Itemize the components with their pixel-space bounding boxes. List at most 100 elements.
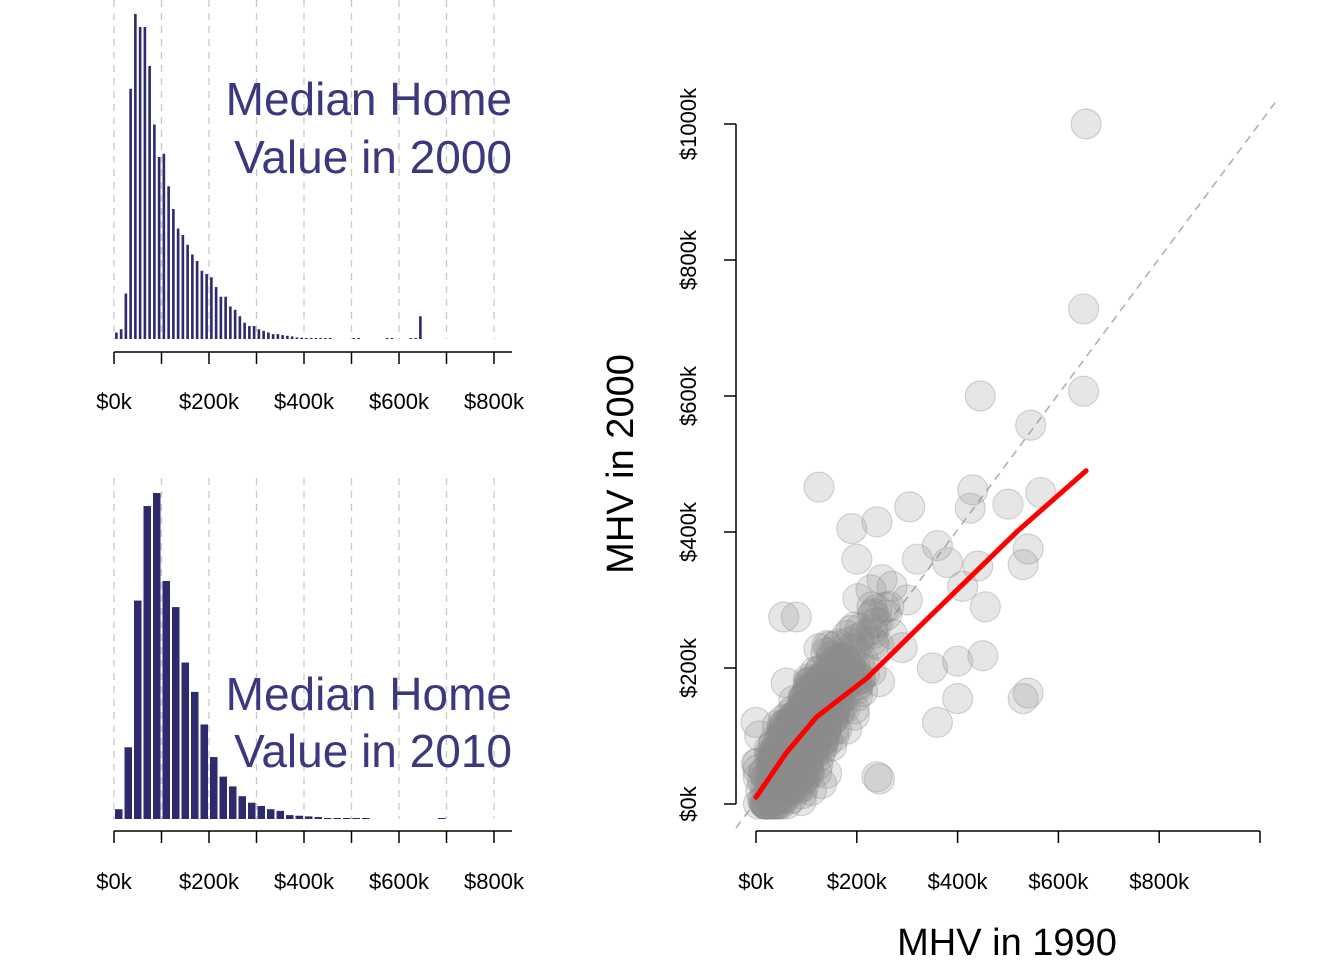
scatter-point (810, 716, 842, 749)
scatter-point (779, 734, 811, 766)
scatter-point (810, 637, 842, 669)
scatter-point (808, 674, 840, 706)
scatter-point (769, 747, 802, 780)
histogram-bar (286, 815, 294, 819)
scatter-point (789, 725, 822, 757)
histogram-bar (134, 14, 137, 339)
scatter-point (862, 607, 894, 639)
scatter-point (797, 733, 829, 766)
scatter-point (785, 753, 817, 785)
scatter-point (799, 713, 831, 745)
scatter-point (802, 710, 834, 742)
scatter-point (772, 728, 804, 760)
histogram-bar (314, 817, 322, 819)
histogram-bar (328, 338, 332, 339)
scatter-point (876, 570, 908, 603)
scatter-point (806, 720, 838, 752)
histogram-bar (162, 581, 170, 819)
histogram-bar (390, 338, 394, 339)
scatter-point (891, 584, 923, 616)
scatter-point (786, 709, 818, 741)
scatter-point (799, 683, 831, 715)
trend-line (753, 468, 1089, 800)
scatter-point (816, 670, 848, 702)
histogram-bar (333, 818, 341, 819)
scatter-point (740, 706, 772, 739)
scatter-point (814, 661, 847, 693)
scatter-point (791, 692, 823, 724)
scatter-point (894, 491, 926, 523)
scatter-point (773, 728, 805, 760)
scatter-point (800, 698, 832, 730)
scatter-point (791, 755, 823, 787)
scatter-point (778, 704, 810, 736)
scatter-point (799, 712, 831, 744)
scatter-point (830, 642, 862, 674)
x-tick-label: $200k (179, 869, 240, 894)
scatter-point (789, 722, 821, 754)
scatter-point (763, 788, 795, 820)
x-tick-label: $600k (369, 869, 430, 894)
scatter-point (772, 711, 804, 744)
scatter-point (779, 756, 811, 789)
scatter-point (775, 702, 807, 734)
scatter-point (834, 651, 866, 683)
scatter-point (1012, 533, 1044, 565)
scatter-point (779, 751, 811, 783)
scatter-point (815, 636, 847, 668)
scatter-point (801, 694, 834, 726)
scatter-point (821, 645, 853, 677)
scatter-point (857, 597, 890, 630)
x-tick-label: $0k (96, 389, 132, 414)
scatter-point (807, 726, 839, 758)
histogram-bar (162, 153, 166, 339)
scatter-point (831, 713, 863, 745)
scatter-point (769, 747, 801, 779)
scatter-point (812, 684, 844, 716)
scatter-point (792, 687, 824, 720)
scatter-point (969, 591, 1001, 623)
scatter-point (941, 682, 974, 715)
scatter-point (795, 700, 827, 732)
scatter-point (792, 687, 824, 720)
scatter-point (776, 723, 809, 755)
scatter-point (798, 672, 830, 704)
scatter-point (788, 752, 820, 784)
scatter-point (808, 688, 840, 720)
histogram-bar (124, 293, 128, 339)
scatter-point (799, 713, 831, 746)
scatter-point (821, 713, 853, 745)
scatter-point (800, 725, 832, 758)
scatter-point (847, 644, 879, 676)
scatter-point (793, 754, 825, 786)
scatter-point (1015, 409, 1047, 441)
scatter-point (822, 628, 854, 660)
scatter-point (788, 764, 820, 796)
scatter-point (901, 543, 933, 575)
scatter-point (774, 724, 806, 756)
histogram-bar (357, 338, 360, 339)
scatter-point (803, 471, 835, 503)
scatter-point (785, 747, 817, 780)
scatter-point (818, 712, 851, 745)
scatter-point (790, 706, 823, 738)
scatter-point (839, 651, 871, 683)
scatter-point (796, 713, 829, 745)
histogram-bar (214, 287, 218, 339)
scatter-point (763, 737, 796, 769)
histogram-bar (153, 493, 161, 819)
scatter-point (770, 774, 802, 806)
histogram-bar (143, 27, 147, 339)
histogram-2000-title-line-1: Median Home (226, 73, 512, 125)
scatter-point (811, 669, 843, 701)
scatter-point (799, 738, 831, 770)
scatter-point (768, 776, 800, 808)
scatter-point (792, 666, 824, 698)
scatter-point (818, 645, 850, 677)
scatter-point (812, 664, 844, 696)
scatter-point (808, 724, 840, 756)
scatter-point (776, 722, 808, 754)
scatter-point (796, 684, 829, 717)
scatter-point (916, 652, 949, 684)
scatter-point (751, 788, 784, 820)
